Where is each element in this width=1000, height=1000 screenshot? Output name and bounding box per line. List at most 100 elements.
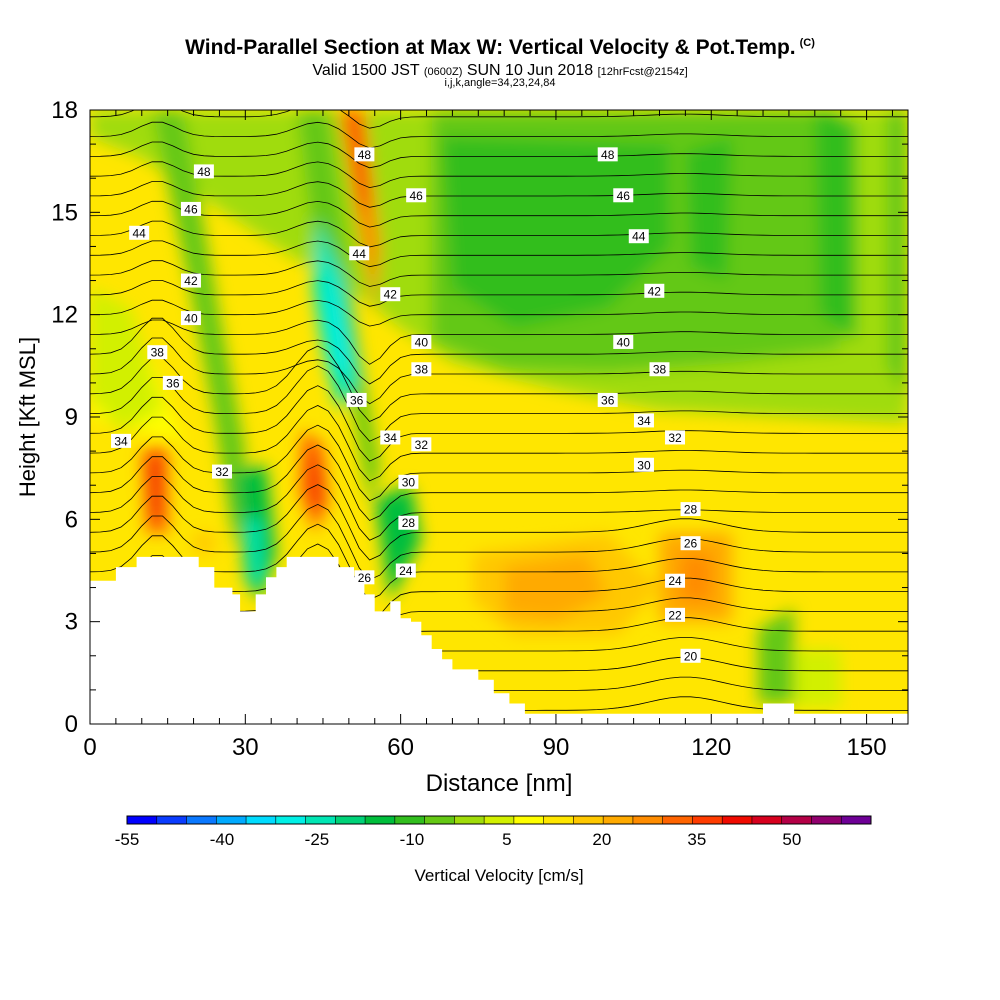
colorbar-tick-label: -25: [305, 830, 330, 849]
y-tick-label: 15: [51, 199, 78, 226]
theta-label: 42: [380, 287, 401, 302]
theta-label: 40: [180, 311, 201, 326]
theta-contour-line: [90, 240, 908, 268]
colorbar-swatch: [513, 816, 545, 824]
y-tick-label: 9: [65, 404, 78, 431]
theta-contour-line: [90, 319, 908, 365]
low-warm-plume-core: [504, 553, 608, 622]
theta-label: 44: [349, 246, 370, 261]
colorbar-swatch: [543, 816, 574, 824]
theta-label: 22: [665, 607, 686, 622]
theta-contour-line: [90, 141, 908, 169]
theta-label: 46: [613, 188, 634, 203]
colorbar-swatch: [394, 816, 426, 824]
chart-subtitle: Valid 1500 JST (0600Z) SUN 10 Jun 2018 […: [0, 62, 1000, 80]
colorbar-tick-label: -55: [115, 830, 140, 849]
theta-label: 40: [411, 334, 432, 349]
theta-label-text: 38: [151, 346, 165, 360]
theta-label: 34: [633, 413, 654, 428]
theta-label: 36: [597, 392, 618, 407]
upper-sink-east: [685, 137, 732, 281]
theta-label: 42: [180, 273, 201, 288]
theta-label: 30: [398, 474, 419, 489]
theta-label-text: 36: [601, 393, 615, 407]
ridge-updraft-core: [310, 451, 321, 513]
theta-label-text: 42: [184, 274, 198, 288]
colorbar-tick-label: 5: [502, 830, 511, 849]
west-sink-ribbon: [152, 110, 246, 554]
theta-label: 34: [380, 430, 401, 445]
theta-label-text: 34: [114, 434, 128, 448]
x-tick-label: 0: [83, 734, 96, 761]
theta-contour-line: [90, 280, 908, 307]
theta-label: 42: [644, 283, 665, 298]
colorbar-label: Vertical Velocity [cm/s]: [414, 866, 583, 885]
theta-label: 34: [111, 433, 132, 448]
y-tick-label: 6: [65, 506, 78, 533]
theta-label-text: 44: [632, 230, 646, 244]
theta-label-text: 32: [668, 431, 682, 445]
theta-label: 44: [129, 225, 150, 240]
theta-label-text: 36: [166, 376, 180, 390]
colorbar-swatch: [484, 816, 515, 824]
theta-label: 38: [649, 362, 670, 377]
theta-label: 36: [162, 375, 183, 390]
theta-label-text: 28: [402, 516, 416, 530]
east-warm-plume-core: [680, 553, 712, 602]
colorbar: -55 -40 -25 -10 5 20 35 50: [115, 815, 872, 849]
theta-label-text: 32: [415, 438, 429, 452]
lowland-weak-sink: [794, 648, 841, 707]
lowland-sink: [757, 608, 795, 704]
upper-sink-far-east: [814, 110, 857, 342]
colorbar-tick-label: -40: [210, 830, 235, 849]
theta-label: 24: [395, 563, 416, 578]
y-tick-label: 3: [65, 609, 78, 636]
theta-contour-line: [90, 317, 908, 385]
theta-contour-line: [90, 464, 908, 541]
colorbar-tick-label: -10: [400, 830, 425, 849]
theta-label-text: 42: [648, 284, 662, 298]
theta-label-text: 26: [684, 537, 698, 551]
theta-label-text: 40: [617, 335, 631, 349]
theta-label: 32: [212, 464, 233, 479]
theta-label-text: 40: [415, 335, 429, 349]
theta-contour-line: [90, 523, 908, 601]
y-tick-label: 0: [65, 711, 78, 738]
theta-label-text: 38: [415, 363, 429, 377]
theta-label-text: 30: [402, 475, 416, 489]
colorbar-swatch: [424, 816, 455, 824]
theta-label-text: 44: [353, 247, 367, 261]
theta-label-text: 46: [617, 189, 631, 203]
colorbar-swatch: [811, 816, 842, 824]
colorbar-tick-label: 50: [782, 830, 801, 849]
theta-label: 32: [665, 430, 686, 445]
colorbar-swatch: [305, 816, 336, 824]
theta-label-text: 40: [184, 312, 198, 326]
colorbar-swatch: [692, 816, 723, 824]
theta-label: 32: [411, 437, 432, 452]
theta-contour-line: [90, 200, 908, 228]
theta-contour-line: [90, 260, 908, 287]
colorbar-swatch: [335, 816, 366, 824]
theta-contour-line: [90, 121, 908, 149]
theta-label: 28: [680, 502, 701, 517]
colorbar-tick-label: 20: [592, 830, 611, 849]
theta-label-text: 24: [399, 564, 413, 578]
valid-zulu: (0600Z): [423, 66, 463, 78]
theta-label-text: 34: [637, 414, 651, 428]
theta-label: 46: [406, 188, 427, 203]
colorbar-swatch: [127, 816, 158, 824]
theta-label-text: 46: [184, 202, 198, 216]
colorbar-swatch: [454, 816, 485, 824]
theta-label-text: 24: [668, 574, 682, 588]
colorbar-swatch: [632, 816, 664, 824]
theta-contour-line: [90, 299, 908, 327]
theta-contour-line: [90, 181, 908, 208]
theta-label-text: 48: [601, 148, 615, 162]
theta-label-text: 22: [668, 608, 682, 622]
theta-contour-line: [90, 220, 908, 248]
theta-label: 26: [680, 536, 701, 551]
theta-label: 26: [354, 570, 375, 585]
